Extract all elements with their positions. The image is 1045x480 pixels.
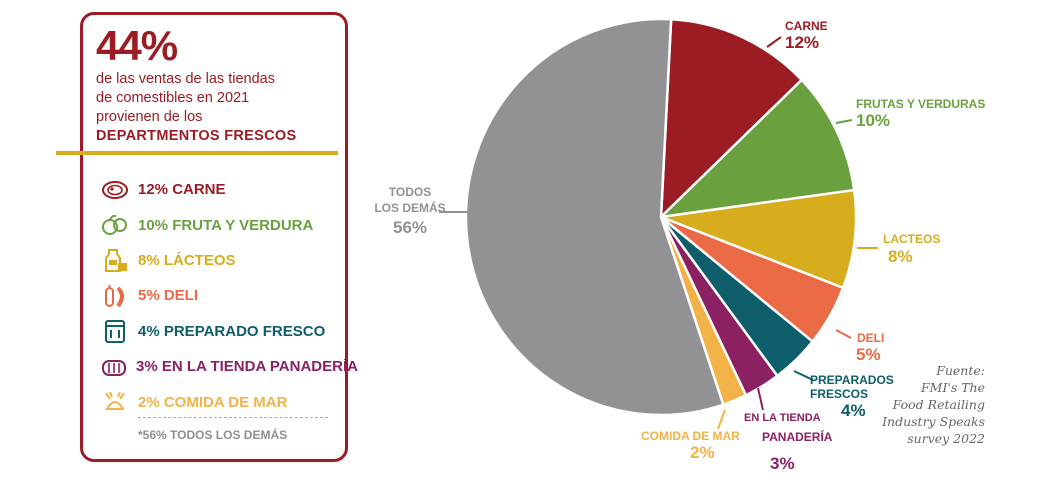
slice-label-comida-de-mar: COMIDA DE MAR (641, 429, 740, 443)
slice-value-preparados: 4% (841, 401, 866, 420)
slice-label-todos-1: TODOS (389, 185, 431, 199)
slice-label-panaderia-2: PANADERÍA (762, 429, 833, 444)
slice-label-lacteos: LACTEOS (883, 232, 940, 246)
slice-value-panaderia: 3% (770, 454, 795, 473)
source-line-2: FMI's The (870, 379, 985, 396)
source-line-3: Food Retailing (870, 396, 985, 413)
slice-label-frutas: FRUTAS Y VERDURAS (856, 97, 985, 111)
slice-label-preparados-2: FRESCOS (810, 387, 868, 401)
source-note: Fuente: FMI's The Food Retailing Industr… (870, 362, 985, 447)
slice-value-lacteos: 8% (888, 247, 913, 266)
slice-label-deli: DELI (857, 331, 884, 345)
slice-value-todos: 56% (393, 218, 427, 237)
slice-value-frutas: 10% (856, 111, 890, 130)
source-line-1: Fuente: (870, 362, 985, 379)
slice-value-comida-de-mar: 2% (690, 443, 715, 462)
source-line-5: survey 2022 (870, 430, 985, 447)
source-line-4: Industry Speaks (870, 413, 985, 430)
slice-label-todos-2: LOS DEMÁS (374, 200, 445, 215)
slice-label-panaderia-1: EN LA TIENDA (744, 412, 821, 424)
slice-label-carne: CARNE (785, 19, 828, 33)
slice-value-carne: 12% (785, 33, 819, 52)
